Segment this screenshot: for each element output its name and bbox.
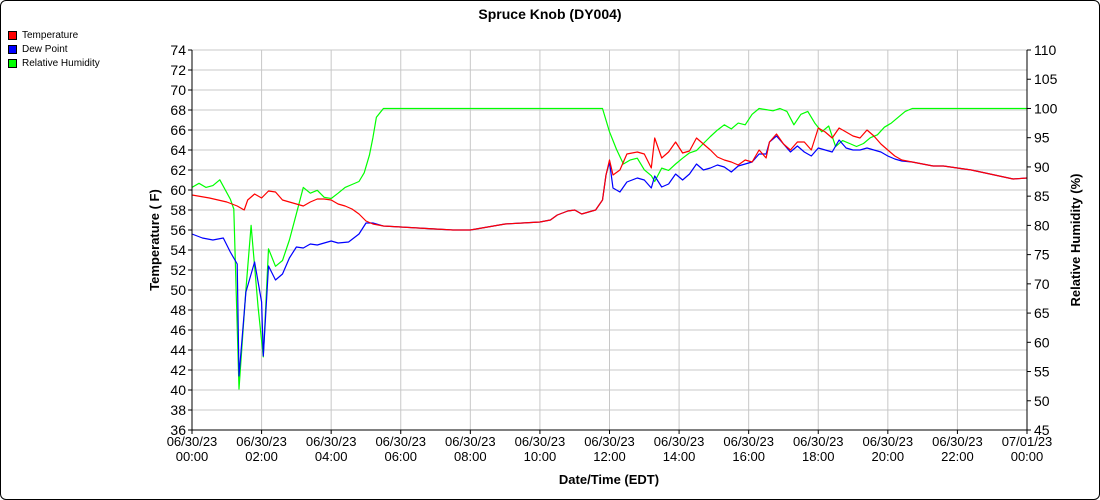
x-tick-label-date: 07/01/23: [1002, 434, 1053, 449]
legend-item-dew-point: Dew Point: [8, 42, 100, 56]
y-tick-left-label: 52: [170, 262, 186, 278]
x-tick-label-date: 06/30/23: [445, 434, 496, 449]
y-tick-left-label: 64: [170, 142, 186, 158]
y-tick-left-label: 74: [170, 42, 186, 58]
y-tick-right-label: 95: [1034, 130, 1050, 146]
y-tick-right-label: 65: [1034, 305, 1050, 321]
x-tick-label-date: 06/30/23: [236, 434, 287, 449]
y-tick-right-label: 105: [1034, 71, 1058, 87]
x-tick-label-time: 20:00: [872, 449, 905, 464]
axes: 36 38 40 42 44 46 48 50 52 54 56 58 60 62 64 66 68 70 72 74…: [167, 42, 1058, 464]
y-tick-right-label: 90: [1034, 159, 1050, 175]
y-tick-left-label: 62: [170, 162, 186, 178]
x-tick-label-date: 06/30/23: [863, 434, 914, 449]
y-tick-right-label: 55: [1034, 364, 1050, 380]
x-tick-label-time: 08:00: [454, 449, 487, 464]
legend-label-temperature: Temperature: [22, 29, 79, 41]
chart-title: Spruce Knob (DY004): [478, 6, 621, 22]
legend-label-relative-humidity: Relative Humidity: [22, 57, 100, 69]
y-tick-left-label: 58: [170, 202, 186, 218]
legend-item-temperature: Temperature: [8, 28, 100, 42]
legend-swatch-temperature: [8, 30, 17, 40]
y-tick-left-label: 48: [170, 302, 186, 318]
x-tick-label-date: 06/30/23: [723, 434, 774, 449]
y-tick-right-label: 45: [1034, 422, 1050, 438]
legend-item-relative-humidity: Relative Humidity: [8, 56, 100, 70]
x-tick-label-date: 06/30/23: [793, 434, 844, 449]
x-tick-label-time: 18:00: [802, 449, 835, 464]
y-tick-left-label: 42: [170, 362, 186, 378]
legend-swatch-dew-point: [8, 44, 17, 54]
x-tick-label-time: 00:00: [176, 449, 209, 464]
y-tick-right-label: 50: [1034, 393, 1050, 409]
x-axis-label: Date/Time (EDT): [559, 472, 659, 487]
series-layer: [191, 107, 1028, 390]
series-line-temperature: [191, 127, 1028, 231]
y-tick-left-label: 56: [170, 222, 186, 238]
series-line-dew-point: [191, 135, 1028, 377]
y-tick-left-label: 72: [170, 62, 186, 78]
x-tick-label-time: 00:00: [1011, 449, 1044, 464]
x-tick-label-time: 04:00: [315, 449, 348, 464]
y-tick-left-label: 40: [170, 382, 186, 398]
x-tick-label-date: 06/30/23: [306, 434, 357, 449]
y-tick-right-label: 75: [1034, 247, 1050, 263]
y-tick-right-label: 70: [1034, 276, 1050, 292]
y-tick-left-label: 66: [170, 122, 186, 138]
x-tick-label-date: 06/30/23: [515, 434, 566, 449]
y-tick-left-label: 44: [170, 342, 186, 358]
y-tick-left-label: 68: [170, 102, 186, 118]
y-axis-left-label: Temperature ( F): [147, 189, 162, 291]
y-tick-right-label: 60: [1034, 334, 1050, 350]
legend-swatch-relative-humidity: [8, 58, 17, 68]
x-tick-label-time: 02:00: [245, 449, 278, 464]
x-tick-label-time: 16:00: [732, 449, 765, 464]
y-tick-right-label: 85: [1034, 188, 1050, 204]
x-tick-label-date: 06/30/23: [932, 434, 983, 449]
x-tick-label-date: 06/30/23: [167, 434, 218, 449]
legend-label-dew-point: Dew Point: [22, 43, 68, 55]
y-tick-left-label: 46: [170, 322, 186, 338]
y-tick-left-label: 54: [170, 242, 186, 258]
x-tick-label-date: 06/30/23: [584, 434, 635, 449]
x-tick-label-time: 12:00: [593, 449, 626, 464]
y-tick-right-label: 110: [1034, 42, 1057, 58]
y-tick-left-label: 36: [170, 422, 186, 438]
x-tick-label-time: 14:00: [663, 449, 696, 464]
y-tick-right-label: 80: [1034, 217, 1050, 233]
x-tick-label-time: 22:00: [941, 449, 974, 464]
y-tick-left-label: 38: [170, 402, 186, 418]
y-tick-left-label: 60: [170, 182, 186, 198]
y-tick-left-label: 70: [170, 82, 186, 98]
series-line-relative-humidity: [191, 107, 1027, 390]
y-axis-right-label: Relative Humidity (%): [1068, 174, 1083, 307]
y-tick-left-label: 50: [170, 282, 186, 298]
x-tick-label-time: 06:00: [384, 449, 417, 464]
legend: Temperature Dew Point Relative Humidity: [8, 28, 100, 70]
x-tick-label-time: 10:00: [524, 449, 557, 464]
y-tick-right-label: 100: [1034, 100, 1058, 116]
x-tick-label-date: 06/30/23: [375, 434, 426, 449]
x-tick-label-date: 06/30/23: [654, 434, 705, 449]
